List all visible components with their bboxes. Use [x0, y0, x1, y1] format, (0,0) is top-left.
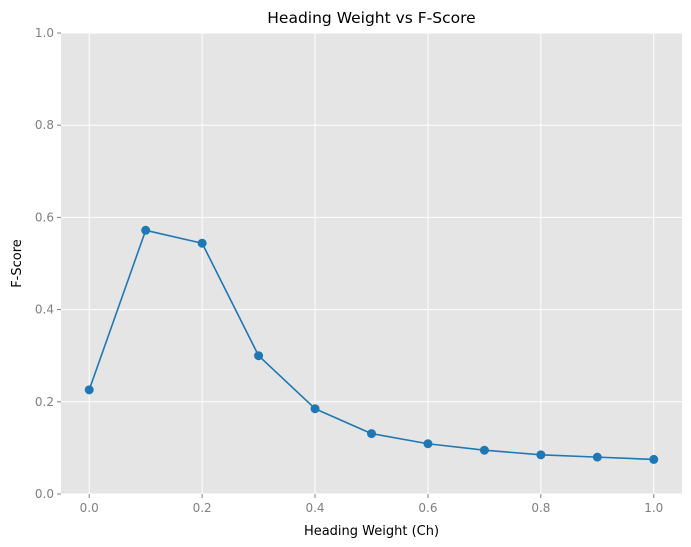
- x-axis-ticks: 0.0 0.2 0.4 0.6 0.8 1.0: [80, 494, 663, 515]
- grid-lines: [61, 32, 682, 495]
- y-tick-label: 0.8: [35, 118, 54, 132]
- data-point: [592, 452, 602, 462]
- x-tick-label: 1.0: [644, 501, 663, 515]
- y-axis-label: F-Score: [10, 239, 25, 288]
- x-tick-label: 0.6: [418, 501, 437, 515]
- y-tick-label: 0.4: [35, 303, 54, 317]
- y-axis-ticks: 0.0 0.2 0.4 0.6 0.8 1.0: [35, 26, 61, 501]
- data-point: [649, 454, 659, 464]
- data-point: [84, 385, 94, 395]
- data-point: [310, 404, 320, 414]
- x-tick-label: 0.0: [80, 501, 99, 515]
- series-group: [84, 225, 659, 464]
- data-point: [141, 225, 151, 235]
- x-tick-label: 0.4: [305, 501, 324, 515]
- y-tick-label: 0.6: [35, 210, 54, 224]
- y-tick-label: 1.0: [35, 26, 54, 40]
- data-point: [367, 429, 376, 439]
- plot-background: [61, 33, 682, 494]
- x-tick-label: 0.2: [193, 501, 212, 515]
- data-point: [536, 450, 546, 460]
- y-tick-label: 0.0: [35, 487, 54, 501]
- data-point: [479, 445, 489, 455]
- x-tick-label: 0.8: [531, 501, 550, 515]
- x-axis-label: Heading Weight (Ch): [304, 524, 439, 539]
- data-point: [197, 238, 207, 248]
- chart-title: Heading Weight vs F-Score: [267, 9, 475, 27]
- y-tick-label: 0.2: [35, 395, 54, 409]
- data-point: [423, 439, 433, 449]
- data-point: [254, 351, 264, 361]
